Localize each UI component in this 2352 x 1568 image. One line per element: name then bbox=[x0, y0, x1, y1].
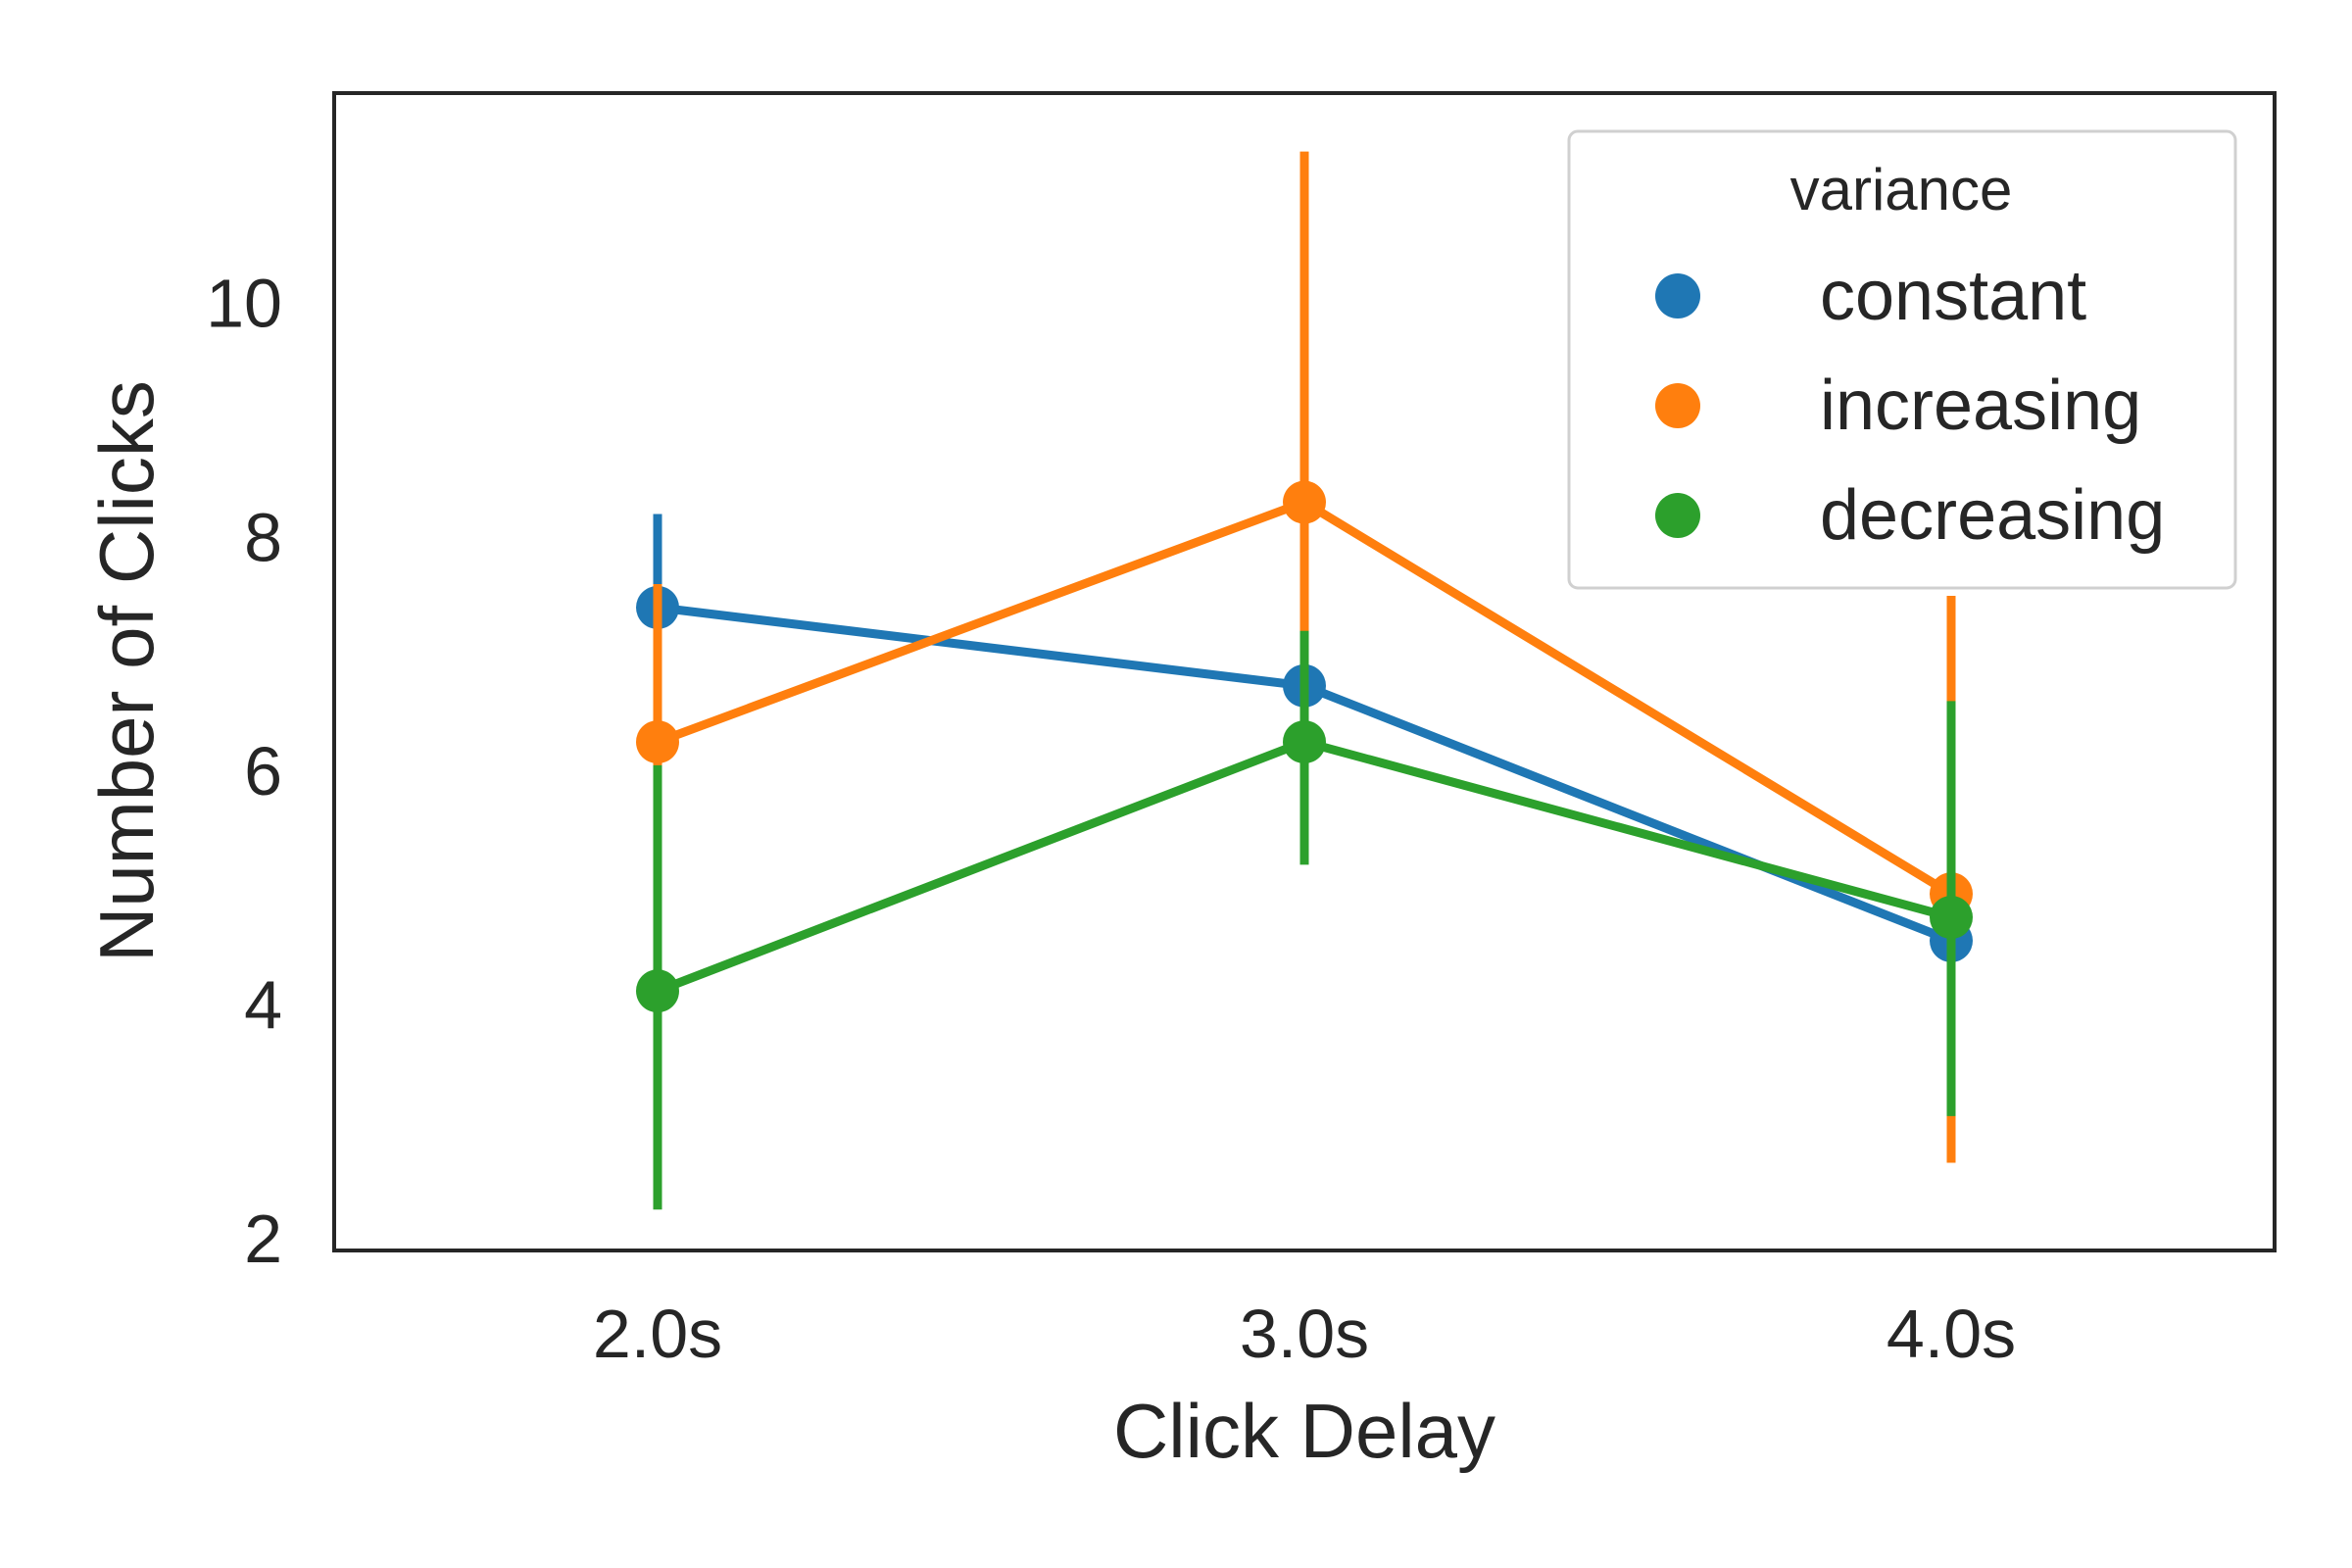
legend-entry-decreasing: decreasing bbox=[1655, 476, 2165, 555]
y-tick-label: 10 bbox=[206, 266, 282, 342]
x-tick-label: 4.0s bbox=[1886, 1296, 2016, 1372]
legend-label: decreasing bbox=[1820, 476, 2165, 555]
y-tick-labels: 2 4 6 8 10 bbox=[206, 266, 282, 1277]
legend-marker bbox=[1655, 493, 1700, 538]
x-tick-label: 3.0s bbox=[1240, 1296, 1369, 1372]
series-layer bbox=[636, 151, 1973, 1210]
data-point bbox=[636, 969, 679, 1013]
legend-entry-constant: constant bbox=[1655, 257, 2086, 335]
legend-label: increasing bbox=[1820, 367, 2141, 445]
data-point bbox=[1283, 480, 1326, 524]
legend-marker bbox=[1655, 273, 1700, 318]
y-tick-label: 6 bbox=[244, 733, 282, 809]
data-point bbox=[636, 720, 679, 764]
x-tick-label: 2.0s bbox=[593, 1296, 722, 1372]
legend-frame bbox=[1567, 129, 2237, 590]
data-point bbox=[1283, 720, 1326, 764]
legend-entry-increasing: increasing bbox=[1655, 367, 2141, 445]
y-tick-label: 4 bbox=[244, 966, 282, 1043]
legend-label: constant bbox=[1820, 257, 2086, 335]
series-decreasing bbox=[636, 630, 1973, 1210]
legend-entries: constant increasing decreasing bbox=[1655, 257, 2165, 555]
legend-title: variance bbox=[1790, 157, 2013, 222]
y-tick-label: 8 bbox=[244, 499, 282, 575]
legend-marker bbox=[1655, 383, 1700, 428]
x-axis-label: Click Delay bbox=[1113, 1388, 1495, 1474]
y-tick-label: 2 bbox=[244, 1200, 282, 1277]
data-point bbox=[1930, 896, 1973, 940]
legend: variance constant increasing decreasing bbox=[1567, 129, 2237, 590]
y-axis-label: Number of Clicks bbox=[83, 380, 170, 962]
x-tick-labels: 2.0s 3.0s 4.0s bbox=[593, 1296, 2016, 1372]
